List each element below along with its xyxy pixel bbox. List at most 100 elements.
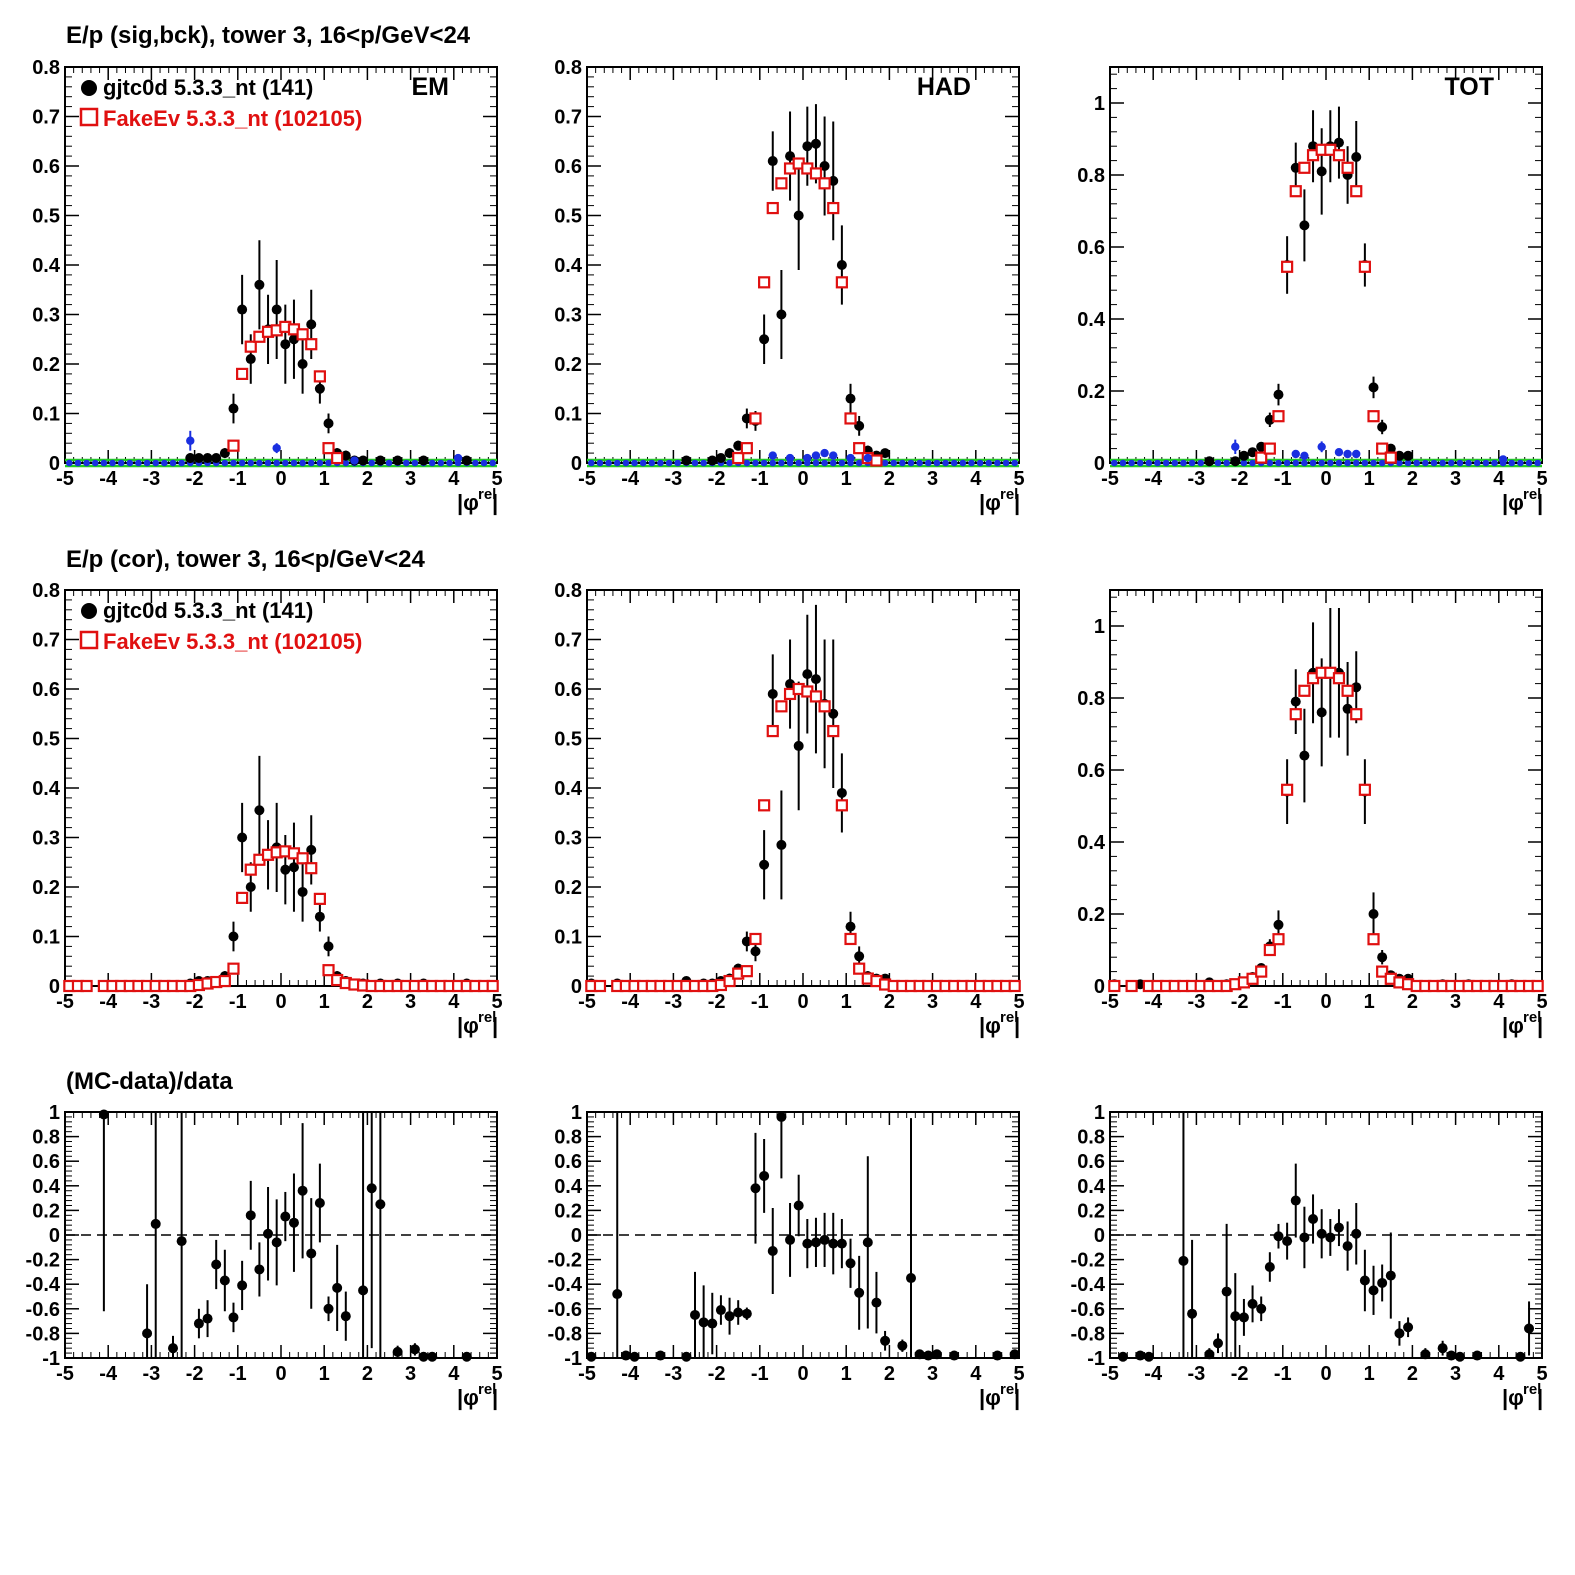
bck-data-point (665, 459, 673, 467)
data-point (586, 1351, 597, 1362)
x-tick-label: 0 (275, 1363, 286, 1385)
x-tick-label: 3 (405, 468, 416, 490)
x-axis-label: |φ (457, 1385, 479, 1410)
series-0 (586, 1111, 1020, 1362)
x-tick-label: -3 (1188, 468, 1206, 490)
data-point (724, 1311, 735, 1322)
x-tick-label: -2 (186, 468, 204, 490)
mc-point (1298, 161, 1311, 174)
data-point (211, 453, 222, 464)
data-point (314, 911, 325, 922)
x-tick-label: -1 (229, 1363, 247, 1385)
x-tick-label: 4 (970, 991, 982, 1013)
mc-point (1376, 965, 1389, 978)
x-tick-label: 0 (797, 1363, 808, 1385)
y-tick-label: -0.6 (26, 1299, 60, 1321)
x-tick-label: -5 (56, 1363, 74, 1385)
mc-point (1384, 451, 1397, 464)
data-point (836, 787, 847, 798)
data-point (845, 393, 856, 404)
data-point (1300, 451, 1309, 460)
data-point (185, 453, 196, 464)
chart-panel-1: -5 -4 -3 -2 -1 0 1 2 3 4 5 0 0.1 0.2 0.3 0.4 0.5 0.6 0.7 0.… (554, 57, 1024, 515)
data-point (897, 1340, 908, 1351)
x-tick-label: 1 (1364, 1363, 1375, 1385)
bck-data-point (161, 459, 168, 467)
x-axis-label-close: | (1537, 1385, 1543, 1410)
x-axis-label-close: | (492, 490, 498, 515)
mc-point (227, 962, 240, 975)
x-tick-label: 4 (1493, 991, 1505, 1013)
y-tick-label: 0.2 (1077, 904, 1105, 926)
data-point (1333, 1222, 1344, 1233)
mc-point (827, 724, 840, 738)
mc-point (809, 690, 823, 703)
y-tick-label: -0.8 (26, 1323, 60, 1345)
mc-point (1350, 708, 1363, 721)
bck-data-point (812, 459, 820, 467)
y-tick-label: 0 (571, 453, 582, 475)
data-point (1282, 1236, 1293, 1247)
y-tick-label: 0.7 (554, 107, 582, 129)
legend-label-data: gjtc0d 5.3.3_nt (141) (103, 598, 313, 623)
x-tick-label: -4 (99, 1363, 118, 1385)
mc-point (296, 328, 309, 341)
x-tick-label: -2 (1231, 468, 1249, 490)
mc-point (1289, 708, 1302, 721)
panel-label: TOT (1444, 73, 1494, 101)
mc-point (740, 965, 753, 978)
x-tick-label: -1 (1274, 991, 1292, 1013)
bck-data-point (1335, 459, 1343, 467)
data-point (1264, 1261, 1275, 1272)
series-1 (63, 845, 499, 993)
mc-point (723, 974, 736, 988)
data-point (1290, 162, 1301, 173)
data-point (98, 1109, 109, 1120)
bck-data-point (290, 459, 298, 467)
series-0 (681, 104, 891, 466)
data-point (1299, 220, 1310, 231)
mc-point (1341, 684, 1354, 697)
x-tick-label: -5 (56, 991, 74, 1013)
data-point (427, 1351, 438, 1362)
series-2 (1231, 439, 1508, 464)
data-point (1316, 1228, 1327, 1239)
bck-data-point (700, 459, 707, 467)
data-point (237, 1280, 248, 1291)
mc-point (218, 974, 231, 988)
bck-data-point (221, 459, 229, 467)
bck-data-point (66, 459, 73, 467)
series-1 (227, 320, 344, 465)
data-point (237, 832, 248, 843)
bck-data-point (1422, 459, 1429, 467)
bck-data-point (411, 459, 419, 467)
mc-point (1341, 161, 1354, 174)
bck-data-point (838, 459, 846, 467)
x-tick-label: 5 (1536, 1363, 1547, 1385)
mc-point (244, 863, 257, 876)
data-point (828, 175, 839, 186)
x-axis-label-sup: rel (478, 1381, 496, 1398)
mc-point (1281, 783, 1294, 796)
data-point (245, 354, 256, 365)
y-tick-label: -0.2 (1071, 1250, 1105, 1272)
y-tick-label: 0 (49, 1225, 60, 1247)
x-tick-label: -5 (56, 468, 74, 490)
y-tick-label: 1 (49, 1102, 60, 1124)
data-point (392, 455, 403, 466)
data-point (690, 1309, 700, 1320)
bck-data-point (316, 459, 324, 467)
mc-point (835, 799, 848, 812)
chart-panel-2: -5 -4 -3 -2 -1 0 1 2 3 4 5 0 0.2 0.4 0.6 0.8 1 |φ rel| TOT (1077, 66, 1548, 515)
data-point (1385, 1270, 1396, 1281)
data-point (288, 1217, 299, 1228)
legend-marker-mc (79, 630, 99, 650)
data-point (793, 740, 804, 751)
x-axis-label: |φ (1502, 1385, 1524, 1410)
mc-point (1298, 684, 1311, 697)
data-point (1316, 166, 1327, 177)
x-tick-label: 0 (797, 468, 808, 490)
bck-data-point (769, 459, 777, 467)
bck-data-point (1517, 459, 1524, 467)
bck-data-point (1508, 459, 1516, 467)
